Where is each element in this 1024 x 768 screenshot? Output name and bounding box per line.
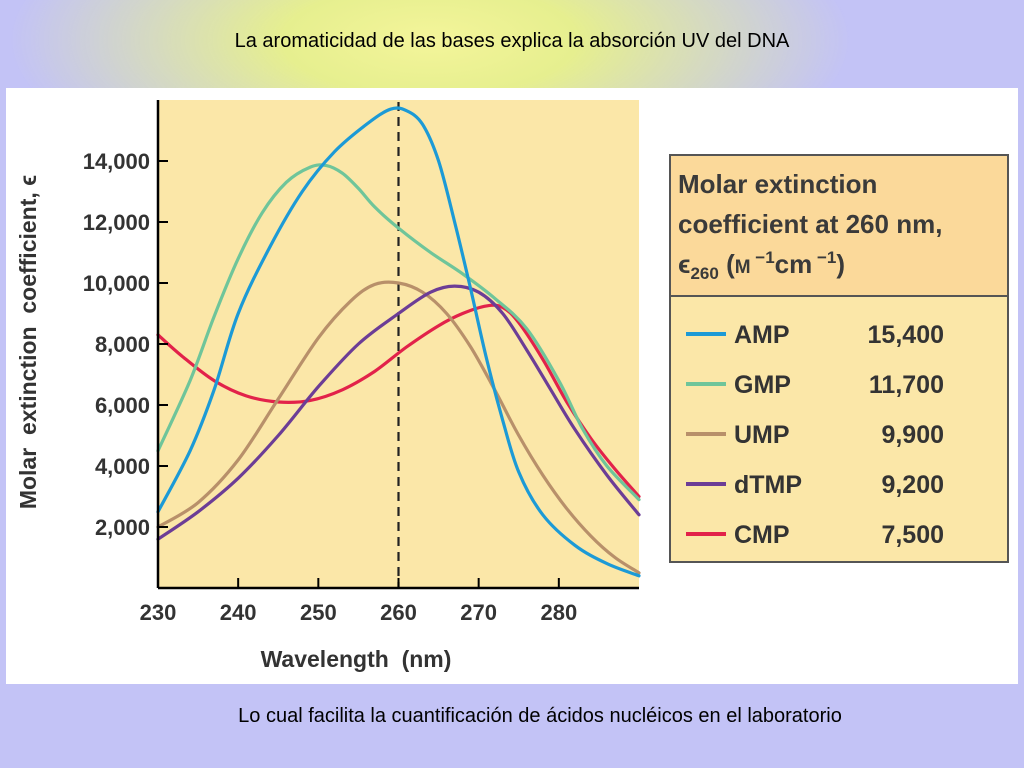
- x-tick-label: 270: [460, 600, 497, 625]
- y-axis-label: Molar extinction coefficient, ϵ: [15, 175, 41, 509]
- legend-value-gmp: 11,700: [869, 371, 944, 399]
- legend-label-dtmp: dTMP: [734, 471, 802, 499]
- y-tick-label: 8,000: [95, 332, 150, 357]
- legend-label-cmp: CMP: [734, 521, 790, 549]
- series-line-dtmp: [156, 284, 641, 541]
- legend-label-gmp: GMP: [734, 371, 791, 399]
- y-tick-label: 4,000: [95, 454, 150, 479]
- slide-caption: Lo cual facilita la cuantificación de ác…: [238, 705, 842, 727]
- legend-label-amp: AMP: [734, 321, 790, 349]
- legend-header-box: [669, 154, 1009, 297]
- x-tick-label: 230: [140, 600, 177, 625]
- epsilon-symbol: ϵ: [678, 249, 690, 279]
- legend-value-amp: 15,400: [868, 321, 944, 349]
- epsilon-subscript: 260: [690, 264, 718, 283]
- x-tick-label: 260: [380, 600, 417, 625]
- legend-value-dtmp: 9,200: [881, 471, 944, 499]
- units-close-paren: ): [836, 249, 845, 279]
- legend-title-line-2: coefficient at 260 nm,: [678, 209, 942, 239]
- series-line-cmp: [156, 303, 641, 499]
- unit-m-exponent: −1: [751, 248, 775, 267]
- extinction-chart: 230 240 250 260 270 280 2,000 4,000 6,000 8,000 1…: [15, 100, 1009, 672]
- series-layer: [156, 106, 641, 578]
- legend-value-ump: 9,900: [881, 421, 944, 449]
- legend: Molar extinction coefficient at 260 nm, …: [669, 154, 1009, 563]
- y-ticks: 2,000 4,000 6,000 8,000 10,000 12,000 14,000: [83, 149, 168, 540]
- x-axis-label: Wavelength (nm): [261, 646, 452, 672]
- x-tick-label: 250: [300, 600, 337, 625]
- y-tick-label: 2,000: [95, 515, 150, 540]
- y-tick-label: 10,000: [83, 271, 150, 296]
- legend-title-units: ϵ260 (M −1cm −1): [678, 248, 845, 283]
- units-open-paren: (: [726, 249, 735, 279]
- unit-cm-exponent: −1: [812, 248, 836, 267]
- series-line-gmp: [156, 163, 641, 502]
- unit-m: M: [735, 257, 751, 278]
- series-line-amp: [156, 106, 641, 578]
- y-tick-label: 6,000: [95, 393, 150, 418]
- series-line-ump: [156, 280, 641, 575]
- slide-title: La aromaticidad de las bases explica la …: [234, 30, 790, 52]
- legend-value-cmp: 7,500: [881, 521, 944, 549]
- legend-label-ump: UMP: [734, 421, 790, 449]
- unit-cm: cm: [775, 249, 813, 279]
- figure-panel: 230 240 250 260 270 280 2,000 4,000 6,000 8,000 1…: [6, 88, 1018, 684]
- x-tick-label: 240: [220, 600, 257, 625]
- x-ticks: 230 240 250 260 270 280: [140, 578, 577, 625]
- legend-body-box: [669, 295, 1009, 563]
- legend-entries: AMP 15,400 GMP 11,700 UMP 9,900 dTMP 9,200 CMP 7,…: [686, 321, 944, 549]
- legend-title-line-1: Molar extinction: [678, 169, 877, 199]
- y-tick-label: 14,000: [83, 149, 150, 174]
- x-tick-label: 280: [540, 600, 577, 625]
- y-tick-label: 12,000: [83, 210, 150, 235]
